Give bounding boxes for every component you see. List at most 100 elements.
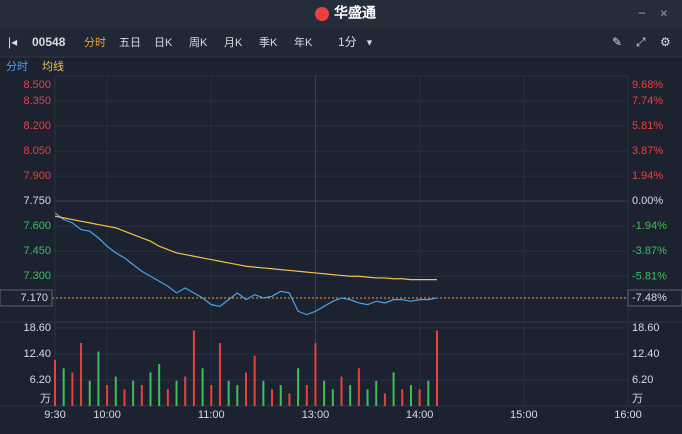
volume-bar — [166, 389, 169, 406]
legend-entry: 均线 — [42, 59, 64, 73]
title-bar — [0, 0, 682, 28]
y2-tick-label: 7.74% — [632, 95, 663, 107]
volume-bar — [88, 380, 91, 406]
expand[interactable]: ⤢ — [635, 35, 646, 49]
y2-tick-label: 12.40 — [632, 348, 660, 360]
x-tick-label: 11:00 — [198, 409, 225, 421]
y-tick-label: 7.900 — [23, 170, 51, 182]
y-tick-label: 8.200 — [23, 120, 51, 132]
window-close[interactable]: × — [660, 5, 668, 20]
volume-bar — [436, 330, 438, 406]
y2-tick-label: -1.94% — [632, 220, 667, 232]
volume-bar — [236, 385, 239, 406]
x-tick-label: 16:00 — [614, 409, 642, 421]
volume-bar — [123, 389, 126, 406]
volume-bar — [288, 393, 291, 406]
volume-bar — [305, 385, 308, 406]
y2-tick-label: -3.87% — [632, 245, 667, 257]
volume-unit: 万 — [40, 393, 51, 405]
volume-bar — [149, 372, 152, 406]
volume-bar — [175, 380, 178, 406]
tab[interactable]: 五日 — [119, 37, 141, 49]
last-change-box — [627, 289, 682, 307]
volume-bar — [218, 343, 221, 406]
tab[interactable]: 日K — [154, 37, 173, 49]
collapse-icon[interactable]: |◂ — [8, 35, 17, 49]
volume-bar — [279, 385, 282, 406]
y-tick-label: 8.500 — [23, 79, 51, 91]
volume-bar — [366, 389, 369, 406]
volume-bar — [349, 385, 352, 406]
y-tick-label: 6.20 — [30, 374, 51, 386]
volume-bar — [132, 380, 135, 406]
stock-code: 00548 — [32, 35, 66, 49]
volume-bar — [401, 389, 404, 406]
y2-tick-label: 5.81% — [632, 120, 663, 132]
y2-tick-label: 6.20 — [632, 374, 653, 386]
volume-bar — [427, 380, 430, 406]
x-tick-label: 14:00 — [406, 409, 434, 421]
volume-bar — [201, 368, 204, 406]
volume-bar — [227, 380, 230, 406]
volume-bar — [331, 389, 334, 406]
volume-bar — [71, 372, 74, 406]
y-tick-label: 8.350 — [23, 95, 51, 107]
settings[interactable]: ⚙ — [660, 35, 671, 49]
volume-bar — [210, 385, 213, 406]
price-line — [54, 212, 438, 316]
volume-bar — [184, 376, 187, 406]
volume-bar — [375, 380, 378, 406]
tab[interactable]: 分时 — [84, 36, 106, 49]
draw-tool[interactable]: ✎ — [612, 35, 622, 49]
last-price-label: 7.170 — [20, 292, 48, 304]
y2-tick-label: 18.60 — [632, 322, 660, 334]
volume-bar — [140, 385, 143, 406]
tab[interactable]: 周K — [189, 36, 208, 49]
y2-tick-label: 9.68% — [632, 79, 663, 91]
volume-bar — [418, 389, 421, 406]
x-tick-label: 9:30 — [44, 409, 65, 421]
price-line — [54, 215, 437, 281]
y-tick-label: 12.40 — [23, 348, 51, 360]
volume-bar — [158, 364, 161, 406]
last-price-box — [0, 289, 53, 307]
volume-bar — [114, 376, 117, 406]
volume-bar — [80, 343, 83, 406]
y2-tick-label: 1.94% — [632, 170, 663, 182]
y2-tick-label: 0.00% — [632, 195, 663, 207]
y-tick-label: 8.050 — [23, 145, 51, 157]
y-tick-label: 7.750 — [23, 195, 51, 207]
tab[interactable]: 月K — [224, 37, 243, 49]
y2-tick-label: 3.87% — [632, 145, 663, 157]
volume-bar — [271, 389, 274, 406]
volume-bar — [245, 372, 247, 406]
volume-bar — [253, 355, 256, 406]
volume-bar — [357, 368, 360, 406]
volume-bar — [314, 343, 317, 406]
x-tick-label: 15:00 — [510, 409, 538, 421]
interval[interactable]: 1分 — [338, 35, 357, 49]
tab[interactable]: 季K — [259, 36, 278, 49]
volume-bar — [340, 376, 343, 406]
logo-icon — [315, 7, 329, 21]
logo: 华盛通 — [334, 5, 376, 21]
y-tick-label: 18.60 — [23, 322, 51, 334]
dropdown-arrow[interactable]: ▼ — [365, 37, 374, 47]
y-tick-label: 7.450 — [23, 245, 51, 257]
last-change-label: -7.48% — [632, 292, 667, 304]
volume-bar — [409, 385, 412, 406]
volume-bar — [262, 380, 265, 406]
volume-bar — [62, 368, 65, 406]
x-tick-label: 10:00 — [93, 409, 121, 421]
legend-entry: 分时 — [6, 60, 28, 73]
volume-unit: 万 — [632, 393, 643, 405]
volume-bar — [323, 380, 326, 406]
window-minimize[interactable]: − — [638, 5, 646, 20]
volume-bar — [54, 359, 56, 406]
toolbar-items: |◂ 00548 1分 ▼ ✎ ⤢ ⚙ — [8, 35, 671, 49]
volume-bar — [383, 393, 386, 406]
y-tick-label: 7.600 — [23, 220, 51, 232]
tab[interactable]: 年K — [294, 35, 313, 49]
